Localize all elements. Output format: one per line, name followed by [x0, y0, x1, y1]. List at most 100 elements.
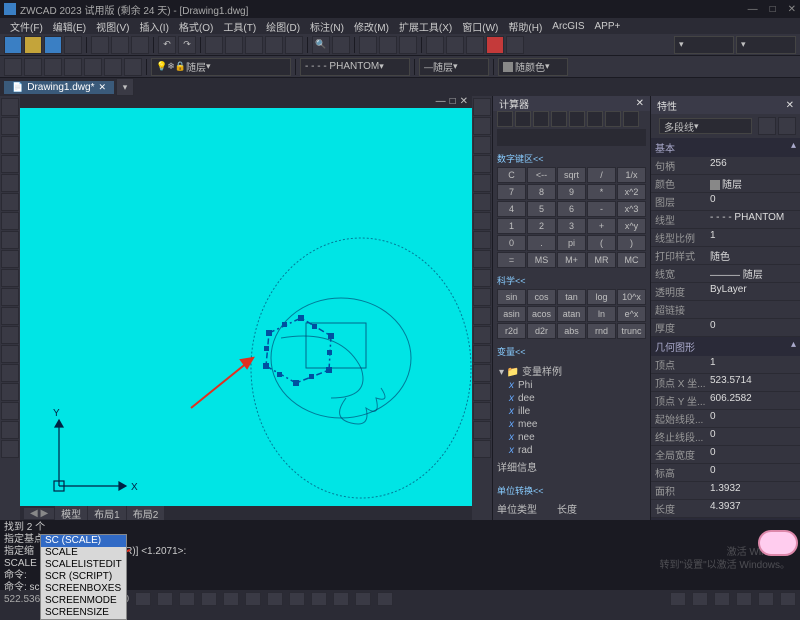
- calc-key[interactable]: *: [587, 184, 616, 200]
- calc-key[interactable]: tan: [557, 289, 586, 305]
- var-item[interactable]: xdee: [497, 392, 646, 405]
- tool[interactable]: [1, 345, 19, 363]
- tool[interactable]: [1, 307, 19, 325]
- calc-key[interactable]: 4: [497, 201, 526, 217]
- calc-key[interactable]: 6: [557, 201, 586, 217]
- menu-item[interactable]: 帮助(H): [504, 19, 546, 34]
- prop-row[interactable]: 线型比例1: [651, 229, 800, 247]
- tool-icon[interactable]: [205, 36, 223, 54]
- dyn-toggle[interactable]: [289, 592, 305, 606]
- prop-row[interactable]: 长度4.3937: [651, 500, 800, 518]
- assistant-avatar[interactable]: [758, 530, 798, 556]
- circle-tool[interactable]: [1, 136, 19, 154]
- extend-tool[interactable]: [473, 231, 491, 249]
- calc-key[interactable]: +: [587, 218, 616, 234]
- sci-header[interactable]: 科学<<: [497, 274, 646, 287]
- tool[interactable]: [473, 402, 491, 420]
- tab-options[interactable]: ▾: [116, 78, 134, 96]
- prop-close-icon[interactable]: ✕: [786, 100, 794, 111]
- calc-key[interactable]: e^x: [617, 306, 646, 322]
- calc-key[interactable]: 9: [557, 184, 586, 200]
- otrack-toggle[interactable]: [245, 592, 261, 606]
- tool-icon[interactable]: [426, 36, 444, 54]
- polar-toggle[interactable]: [201, 592, 217, 606]
- tool[interactable]: [1, 364, 19, 382]
- var-item[interactable]: xmee: [497, 418, 646, 431]
- unit-header[interactable]: 单位转换<<: [497, 484, 646, 497]
- chamfer-tool[interactable]: [473, 269, 491, 287]
- prop-row[interactable]: 标高0: [651, 464, 800, 482]
- lwt-toggle[interactable]: [267, 592, 283, 606]
- tool[interactable]: [473, 440, 491, 458]
- new-icon[interactable]: [4, 36, 22, 54]
- tool-icon[interactable]: [359, 36, 377, 54]
- menu-item[interactable]: 格式(O): [175, 19, 217, 34]
- calc-btn[interactable]: [605, 111, 621, 127]
- calc-key[interactable]: ln: [587, 306, 616, 322]
- tool[interactable]: [1, 288, 19, 306]
- menu-item[interactable]: 修改(M): [350, 19, 393, 34]
- prop-row[interactable]: 顶点 X 坐...523.5714: [651, 374, 800, 392]
- autocomplete-item[interactable]: SC (SCALE): [41, 535, 126, 547]
- tool[interactable]: [1, 383, 19, 401]
- calc-btn[interactable]: [515, 111, 531, 127]
- var-item[interactable]: xille: [497, 405, 646, 418]
- menu-item[interactable]: ArcGIS: [548, 21, 588, 32]
- inner-min-icon[interactable]: —: [436, 96, 446, 108]
- prop-row[interactable]: 线型- - - - PHANTOM: [651, 211, 800, 229]
- calc-key[interactable]: pi: [557, 235, 586, 251]
- calc-key[interactable]: r2d: [497, 323, 526, 339]
- prop-row[interactable]: 线宽——— 随层: [651, 265, 800, 283]
- var-item[interactable]: xnee: [497, 431, 646, 444]
- status-btn[interactable]: [758, 592, 774, 606]
- prop-row[interactable]: 厚度0: [651, 319, 800, 337]
- prop-btn[interactable]: [778, 117, 796, 135]
- tool-icon[interactable]: [64, 58, 82, 76]
- tool-icon[interactable]: [486, 36, 504, 54]
- calc-key[interactable]: (: [587, 235, 616, 251]
- grid-toggle[interactable]: [157, 592, 173, 606]
- status-btn[interactable]: [670, 592, 686, 606]
- maximize-button[interactable]: □: [770, 4, 776, 15]
- menu-item[interactable]: 标注(N): [306, 19, 348, 34]
- prop-row[interactable]: 起始线段...0: [651, 410, 800, 428]
- tool-icon[interactable]: [399, 36, 417, 54]
- hatch-tool[interactable]: [1, 250, 19, 268]
- text-tool[interactable]: [1, 269, 19, 287]
- save-icon[interactable]: [44, 36, 62, 54]
- calc-key[interactable]: 7: [497, 184, 526, 200]
- array-tool[interactable]: [473, 307, 491, 325]
- calc-key[interactable]: 1/x: [617, 167, 646, 183]
- calc-btn[interactable]: [497, 111, 513, 127]
- autocomplete-item[interactable]: SCREENMODE: [41, 595, 126, 607]
- tool-icon[interactable]: [124, 58, 142, 76]
- line-tool[interactable]: [1, 98, 19, 116]
- prop-row[interactable]: 透明度ByLayer: [651, 283, 800, 301]
- pan-icon[interactable]: [332, 36, 350, 54]
- close-button[interactable]: ✕: [788, 4, 796, 15]
- status-btn[interactable]: [714, 592, 730, 606]
- menu-item[interactable]: 视图(V): [92, 19, 133, 34]
- scale-tool[interactable]: [473, 174, 491, 192]
- prop-row[interactable]: 打印样式随色: [651, 247, 800, 265]
- calc-key[interactable]: /: [587, 167, 616, 183]
- ellipse-tool[interactable]: [1, 193, 19, 211]
- tool[interactable]: [473, 345, 491, 363]
- zoom-icon[interactable]: 🔍: [312, 36, 330, 54]
- calc-key[interactable]: 5: [527, 201, 556, 217]
- autocomplete-item[interactable]: SCR (SCRIPT): [41, 571, 126, 583]
- combo[interactable]: ▾: [736, 36, 796, 54]
- spline-tool[interactable]: [1, 212, 19, 230]
- autocomplete-item[interactable]: SCREENSIZE: [41, 607, 126, 619]
- redo-icon[interactable]: ↷: [178, 36, 196, 54]
- autocomplete-item[interactable]: SCALE: [41, 547, 126, 559]
- model-tab[interactable]: 模型: [55, 506, 87, 521]
- layer-combo[interactable]: 💡❄🔒 随层 ▾: [151, 58, 291, 76]
- calc-key[interactable]: rnd: [587, 323, 616, 339]
- mirror-tool[interactable]: [473, 155, 491, 173]
- calc-key[interactable]: 2: [527, 218, 556, 234]
- tool-icon[interactable]: [84, 58, 102, 76]
- tool[interactable]: [1, 421, 19, 439]
- calc-key[interactable]: 0: [497, 235, 526, 251]
- calc-key[interactable]: asin: [497, 306, 526, 322]
